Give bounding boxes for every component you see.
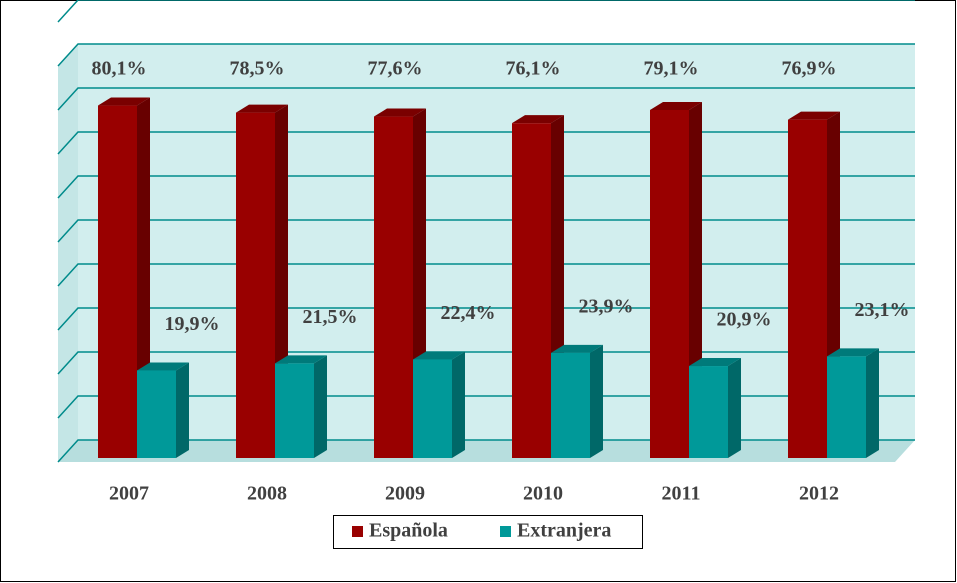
- bar-top: [551, 344, 603, 353]
- value-label: 23,1%: [855, 299, 910, 321]
- value-label: 77,6%: [368, 58, 423, 80]
- bar-front: [137, 370, 176, 458]
- value-label: 76,1%: [506, 58, 561, 80]
- bar-front: [275, 363, 314, 458]
- value-label: 79,1%: [644, 58, 699, 80]
- grid-line: [57, 219, 915, 243]
- bar-side: [590, 344, 603, 458]
- bar-top: [275, 355, 327, 364]
- x-tick-label: 2007: [109, 483, 149, 505]
- value-label: 22,4%: [441, 302, 496, 324]
- value-label: 20,9%: [717, 309, 772, 331]
- bar-front: [827, 356, 866, 458]
- bar-front: [413, 359, 452, 458]
- legend-label: Extranjera: [517, 520, 611, 542]
- x-tick-label: 2009: [385, 483, 425, 505]
- grid-line: [57, 43, 915, 67]
- grid-line: [57, 351, 915, 375]
- bar-top: [650, 101, 702, 110]
- bar-top: [236, 104, 288, 113]
- value-label: 78,5%: [230, 58, 285, 80]
- bar-front: [374, 116, 413, 458]
- bar: [413, 351, 465, 458]
- bar-front: [650, 109, 689, 459]
- bar-front: [236, 112, 275, 458]
- bar-front: [98, 105, 137, 458]
- grid-line: [57, 0, 915, 23]
- legend-label: Española: [369, 520, 448, 542]
- bar-top: [689, 358, 741, 367]
- value-label: 21,5%: [303, 306, 358, 328]
- bar-front: [551, 352, 590, 458]
- bar-side: [452, 351, 465, 458]
- bar-top: [413, 351, 465, 360]
- x-tick-label: 2010: [523, 483, 563, 505]
- grid-line: [57, 131, 915, 155]
- bar: [689, 358, 741, 458]
- bar-top: [374, 108, 426, 117]
- value-label: 80,1%: [92, 58, 147, 80]
- bar: [275, 355, 327, 458]
- value-label: 23,9%: [579, 295, 634, 317]
- bar-top: [98, 97, 150, 106]
- bar-side: [866, 348, 879, 458]
- bar: [551, 344, 603, 458]
- bar-side: [314, 355, 327, 458]
- bar-front: [512, 123, 551, 458]
- grid-line: [57, 87, 915, 111]
- legend-swatch: [352, 526, 363, 537]
- value-label: 76,9%: [782, 58, 837, 80]
- bar-top: [512, 115, 564, 124]
- bar-top: [137, 362, 189, 371]
- x-tick-label: 2008: [247, 483, 287, 505]
- bar-side: [728, 358, 741, 458]
- bar: [137, 362, 189, 458]
- legend: [333, 515, 643, 549]
- value-label: 19,9%: [165, 313, 220, 335]
- grid-line: [57, 307, 915, 331]
- grid-line: [57, 175, 915, 199]
- legend-swatch: [500, 526, 511, 537]
- bar-top: [827, 348, 879, 357]
- grid-line: [57, 263, 915, 287]
- bar: [827, 348, 879, 458]
- x-tick-label: 2012: [799, 483, 839, 505]
- bar-side: [176, 362, 189, 458]
- bar-front: [788, 119, 827, 458]
- x-tick-label: 2011: [662, 483, 701, 505]
- bar-front: [689, 366, 728, 458]
- grid-line: [57, 439, 915, 463]
- bar-top: [788, 111, 840, 120]
- grid-line: [57, 395, 915, 419]
- bar: [650, 101, 702, 459]
